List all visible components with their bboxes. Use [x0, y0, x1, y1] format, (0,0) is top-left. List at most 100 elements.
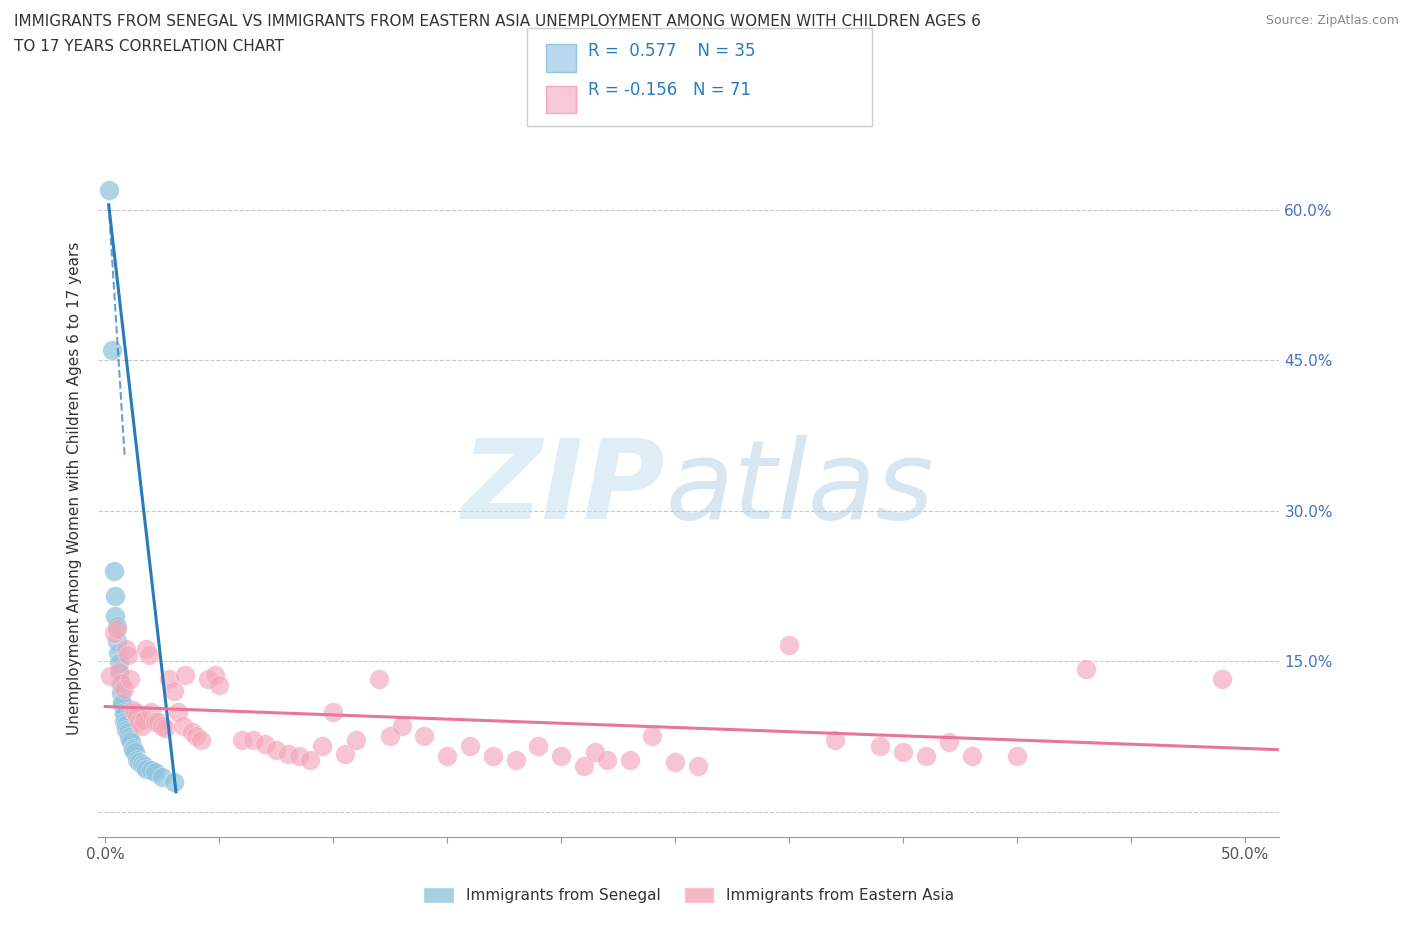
- Point: [1007, 749, 1029, 764]
- Point: [108, 666, 131, 681]
- Point: [242, 732, 264, 747]
- Point: [105, 634, 128, 649]
- Point: [108, 664, 131, 679]
- Point: [131, 718, 153, 733]
- Point: [869, 738, 891, 753]
- Point: [641, 728, 664, 743]
- Point: [938, 734, 960, 749]
- Point: [108, 676, 131, 691]
- Point: [264, 742, 287, 757]
- Point: [117, 729, 139, 744]
- Point: [1074, 662, 1097, 677]
- Point: [824, 732, 846, 747]
- Point: [231, 732, 253, 747]
- Point: [112, 682, 135, 697]
- Point: [482, 749, 505, 764]
- Point: [186, 728, 208, 743]
- Point: [115, 723, 138, 737]
- Point: [120, 672, 142, 687]
- Point: [208, 678, 231, 693]
- Point: [110, 686, 132, 701]
- Point: [128, 714, 150, 729]
- Point: [891, 744, 914, 759]
- Point: [135, 642, 157, 657]
- Point: [277, 746, 299, 761]
- Point: [458, 738, 481, 753]
- Point: [915, 749, 938, 764]
- Point: [172, 718, 194, 733]
- Point: [112, 706, 135, 721]
- Point: [413, 728, 436, 743]
- Point: [180, 724, 202, 739]
- Point: [104, 589, 127, 604]
- Point: [163, 775, 186, 790]
- Point: [105, 622, 128, 637]
- Point: [132, 758, 155, 773]
- Point: [117, 724, 139, 739]
- Point: [333, 746, 356, 761]
- Point: [1211, 672, 1233, 687]
- Point: [153, 720, 176, 735]
- Point: [127, 708, 149, 723]
- Point: [150, 718, 173, 733]
- Point: [311, 738, 333, 753]
- Point: [101, 343, 124, 358]
- Point: [960, 749, 983, 764]
- Point: [157, 672, 180, 687]
- Point: [103, 564, 125, 578]
- Point: [163, 684, 186, 699]
- Point: [391, 718, 413, 733]
- Point: [322, 704, 344, 719]
- Point: [114, 642, 136, 657]
- Point: [98, 182, 121, 197]
- Point: [124, 704, 146, 719]
- Point: [121, 740, 143, 755]
- Legend: Immigrants from Senegal, Immigrants from Eastern Asia: Immigrants from Senegal, Immigrants from…: [418, 882, 960, 910]
- Point: [135, 762, 157, 777]
- Text: ZIP: ZIP: [461, 434, 665, 542]
- Point: [105, 618, 128, 633]
- Point: [131, 756, 153, 771]
- Point: [139, 763, 162, 777]
- Point: [596, 752, 619, 767]
- Point: [204, 668, 226, 683]
- Point: [128, 754, 150, 769]
- Text: R =  0.577    N = 35: R = 0.577 N = 35: [588, 42, 755, 60]
- Point: [120, 732, 142, 747]
- Point: [190, 732, 212, 747]
- Text: IMMIGRANTS FROM SENEGAL VS IMMIGRANTS FROM EASTERN ASIA UNEMPLOYMENT AMONG WOMEN: IMMIGRANTS FROM SENEGAL VS IMMIGRANTS FR…: [14, 14, 981, 29]
- Point: [664, 754, 686, 769]
- Point: [145, 764, 167, 779]
- Point: [146, 714, 169, 729]
- Point: [619, 752, 641, 767]
- Point: [110, 676, 132, 691]
- Point: [585, 744, 607, 759]
- Point: [127, 752, 149, 767]
- Point: [527, 738, 550, 753]
- Point: [132, 712, 155, 727]
- Point: [174, 668, 197, 683]
- Point: [112, 714, 135, 729]
- Point: [167, 704, 190, 719]
- Point: [505, 752, 527, 767]
- Point: [121, 702, 143, 717]
- Text: atlas: atlas: [665, 434, 934, 542]
- Point: [117, 648, 139, 663]
- Point: [120, 734, 142, 749]
- Point: [103, 626, 125, 641]
- Point: [367, 672, 389, 687]
- Point: [572, 758, 595, 773]
- Point: [107, 646, 129, 661]
- Text: Source: ZipAtlas.com: Source: ZipAtlas.com: [1265, 14, 1399, 27]
- Point: [111, 696, 134, 711]
- Point: [108, 656, 131, 671]
- Point: [124, 744, 146, 759]
- Point: [111, 694, 134, 709]
- Point: [145, 714, 167, 729]
- Point: [197, 672, 219, 687]
- Point: [122, 742, 145, 757]
- Point: [98, 669, 121, 684]
- Point: [150, 769, 173, 784]
- Point: [344, 732, 367, 747]
- Point: [436, 749, 458, 764]
